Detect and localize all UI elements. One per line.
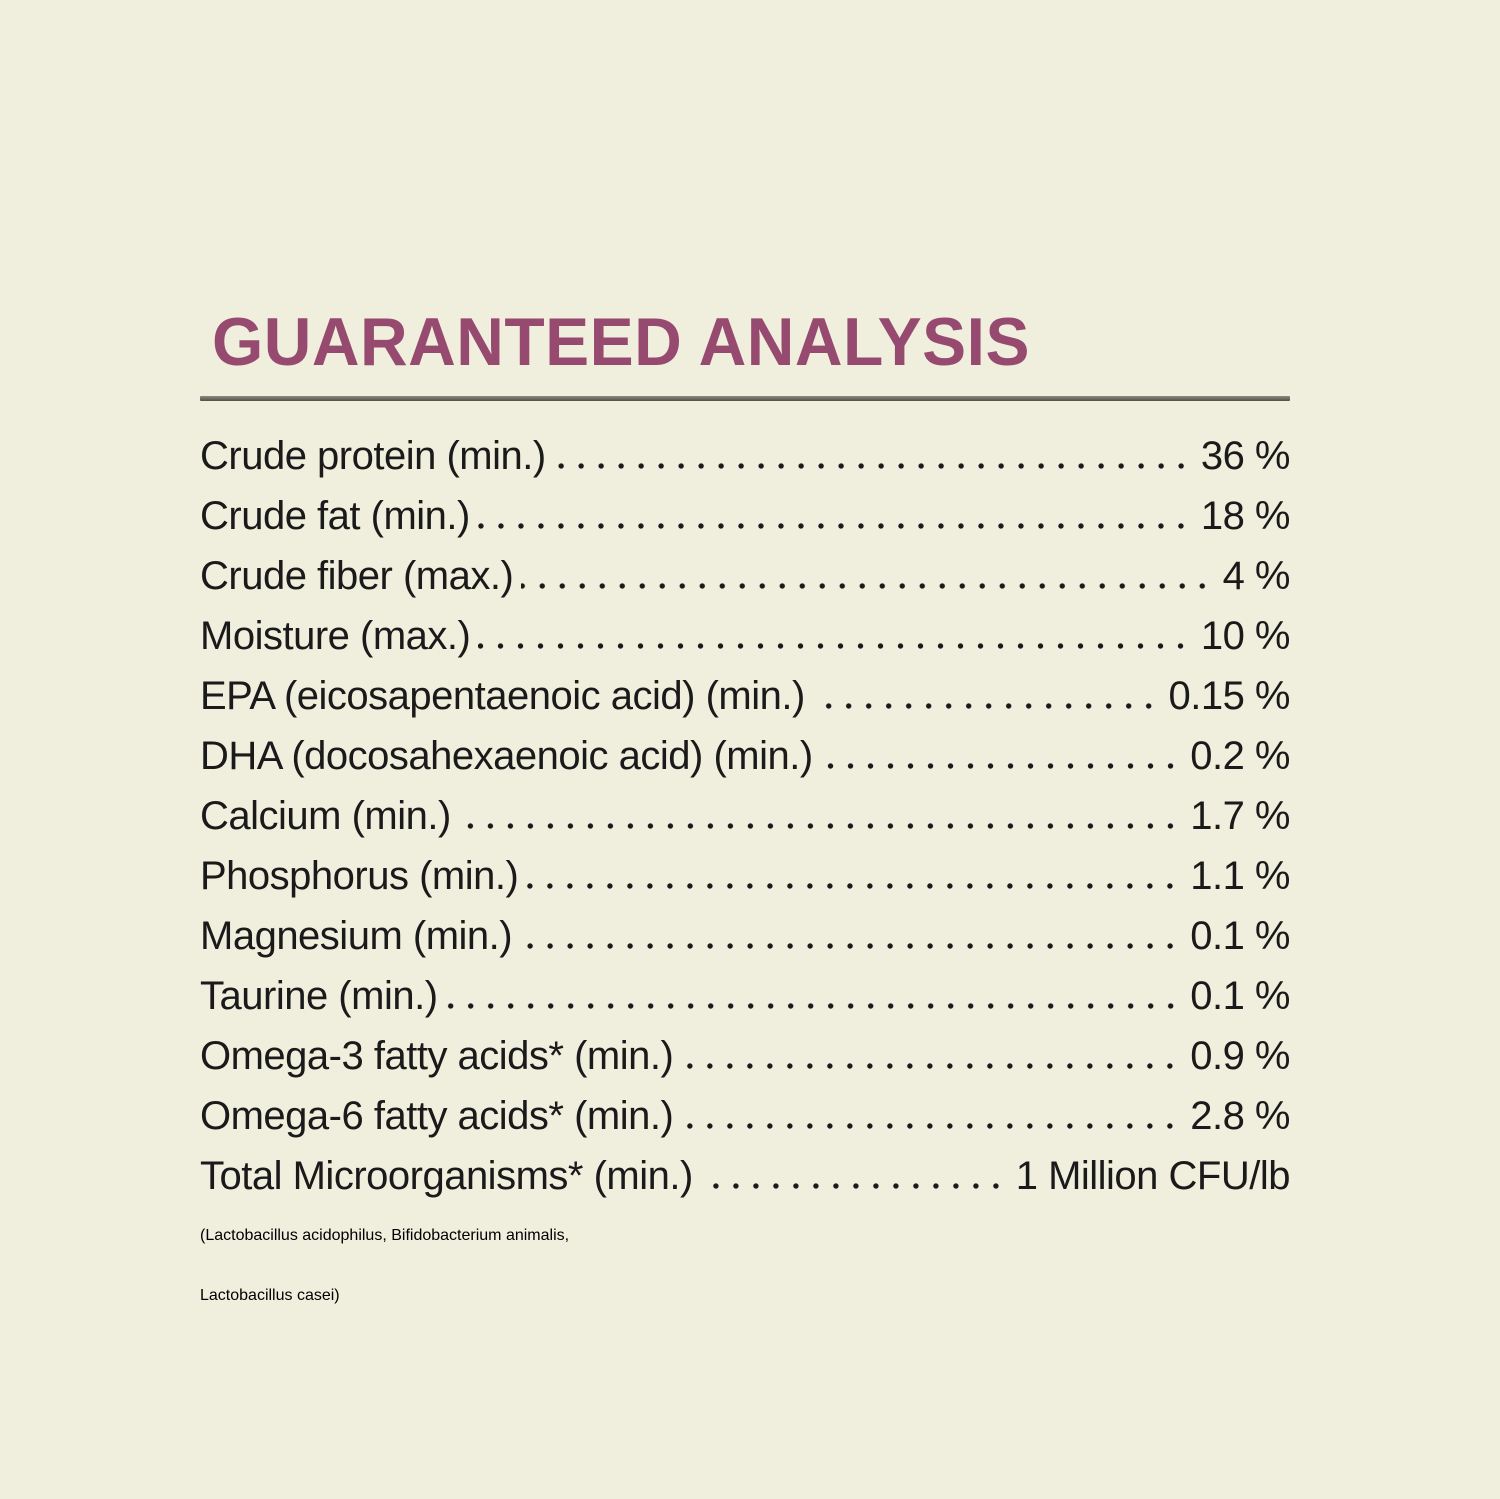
- analysis-list: Crude protein (min.) 36 % Crude fat (min…: [200, 426, 1291, 1206]
- analysis-row-value: 10 %: [1200, 614, 1291, 658]
- analysis-row-label: Omega-6 fatty acids* (min.): [200, 1094, 674, 1138]
- dot-leader: [520, 906, 1181, 966]
- dot-leader: [458, 786, 1181, 846]
- analysis-row: Crude fat (min.) 18 %: [200, 486, 1291, 546]
- analysis-continuation-line: (Lactobacillus acidophilus, Bifidobacter…: [200, 1227, 570, 1244]
- analysis-row-label: Calcium (min.): [200, 794, 451, 838]
- analysis-row: EPA (eicosapentaenoic acid) (min.) 0.15 …: [200, 666, 1290, 726]
- dot-leader: [820, 726, 1181, 786]
- dot-leader: [477, 486, 1191, 546]
- analysis-row-label: Crude fat (min.): [200, 494, 470, 538]
- dot-leader: [812, 666, 1159, 726]
- analysis-row-label: EPA (eicosapentaenoic acid) (min.): [200, 674, 805, 718]
- analysis-row-value: 1.7 %: [1190, 794, 1290, 838]
- analysis-row-value: 0.15 %: [1168, 674, 1290, 718]
- analysis-row-label: Phosphorus (min.): [200, 854, 519, 898]
- dot-leader: [700, 1146, 1006, 1206]
- analysis-row-label: Omega-3 fatty acids* (min.): [200, 1034, 674, 1078]
- analysis-row: Magnesium (min.) 0.1 %: [200, 906, 1290, 966]
- analysis-row: Phosphorus (min.) 1.1 %: [200, 846, 1290, 906]
- analysis-continuation-line: Lactobacillus casei): [200, 1287, 340, 1304]
- section-title: GUARANTEED ANALYSIS: [212, 304, 1030, 380]
- analysis-row-value: 36 %: [1200, 434, 1291, 478]
- analysis-row-label: DHA (docosahexaenoic acid) (min.): [200, 734, 813, 778]
- analysis-row-label: Total Microorganisms* (min.): [200, 1154, 693, 1198]
- dot-leader: [526, 846, 1181, 906]
- analysis-row: Taurine (min.) 0.1 %: [200, 966, 1290, 1026]
- analysis-row-label: Taurine (min.): [200, 974, 438, 1018]
- analysis-row-value: 0.1 %: [1190, 974, 1290, 1018]
- analysis-row-label: Crude protein (min.): [200, 434, 546, 478]
- analysis-row-value: 18 %: [1200, 494, 1291, 538]
- title-divider: [200, 396, 1290, 401]
- dot-leader: [521, 546, 1213, 606]
- analysis-row: DHA (docosahexaenoic acid) (min.) 0.2 %: [200, 726, 1290, 786]
- dot-leader: [553, 426, 1191, 486]
- dot-leader: [681, 1026, 1181, 1086]
- analysis-row-value: 0.9 %: [1190, 1034, 1290, 1078]
- analysis-row-value: 0.1 %: [1190, 914, 1290, 958]
- analysis-row: Omega-6 fatty acids* (min.) 2.8 %: [200, 1086, 1290, 1146]
- dot-leader: [478, 606, 1191, 666]
- analysis-continuation: (Lactobacillus acidophilus, Bifidobacter…: [200, 1206, 1290, 1326]
- analysis-row-value: 1 Million CFU/lb: [1015, 1154, 1291, 1198]
- guaranteed-analysis-section: GUARANTEED ANALYSIS Crude protein (min.)…: [200, 302, 1291, 1326]
- analysis-row-value: 4 %: [1222, 554, 1291, 598]
- dot-leader: [681, 1086, 1181, 1146]
- analysis-row: Crude protein (min.) 36 %: [200, 426, 1291, 486]
- analysis-row-label: Moisture (max.): [200, 614, 471, 658]
- analysis-row: Omega-3 fatty acids* (min.) 0.9 %: [200, 1026, 1290, 1086]
- analysis-row-label: Magnesium (min.): [200, 914, 513, 958]
- analysis-row-value: 2.8 %: [1190, 1094, 1290, 1138]
- analysis-row: Moisture (max.) 10 %: [200, 606, 1291, 666]
- analysis-row-label: Crude fiber (max.): [200, 554, 514, 598]
- analysis-row-value: 0.2 %: [1190, 734, 1290, 778]
- analysis-row: Total Microorganisms* (min.) 1 Million C…: [200, 1146, 1291, 1206]
- dot-leader: [445, 966, 1181, 1026]
- analysis-row: Calcium (min.) 1.7 %: [200, 786, 1290, 846]
- analysis-row-value: 1.1 %: [1190, 854, 1290, 898]
- analysis-row: Crude fiber (max.) 4 %: [200, 546, 1291, 606]
